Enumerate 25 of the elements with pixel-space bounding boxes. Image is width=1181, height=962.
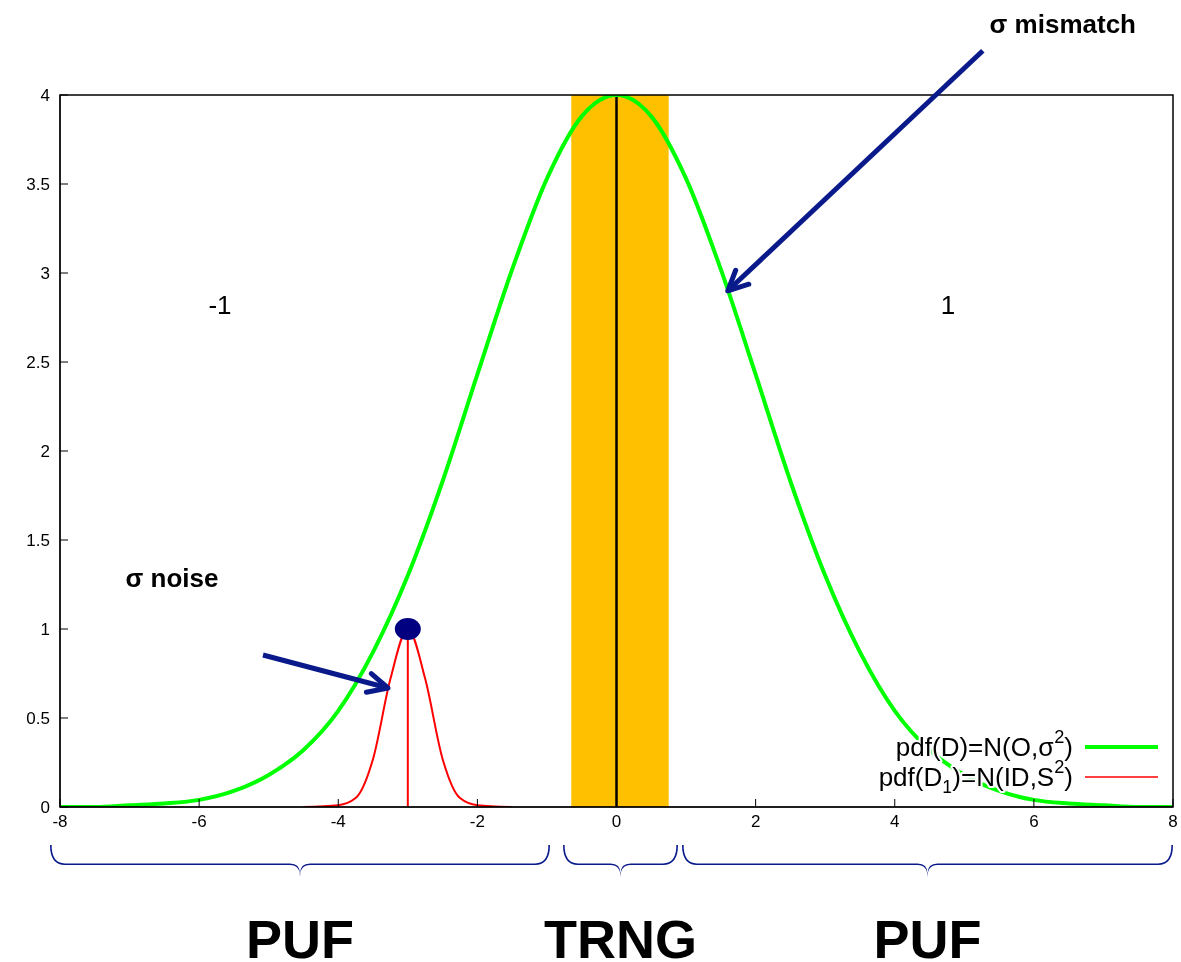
text: PUF (873, 909, 982, 962)
y-tick-label: 0 (40, 798, 50, 818)
y-tick-label: 1.5 (26, 531, 50, 551)
x-tick-label: 8 (1168, 812, 1178, 832)
annotation: σ noise (125, 563, 219, 593)
y-tick-label: 4 (40, 86, 50, 106)
y-tick-label: 1 (40, 620, 50, 640)
x-tick-label: -8 (52, 812, 68, 832)
x-tick-label: 0 (611, 812, 622, 832)
x-tick-label: 2 (750, 812, 761, 832)
x-tick-label: -4 (330, 812, 346, 832)
y-tick-label: 3.5 (26, 175, 50, 195)
x-tick-label: 4 (890, 812, 900, 832)
x-tick-label: -2 (469, 812, 485, 832)
text: PUF (246, 909, 354, 962)
y-tick-label: 2.5 (26, 353, 50, 373)
text: TRNG (544, 909, 697, 962)
x-tick-label: 6 (1029, 812, 1039, 832)
annotation: σ mismatch (989, 8, 1136, 39)
annotation: 1 (940, 290, 956, 320)
x-tick-label: -6 (191, 812, 207, 832)
annotation: -1 (208, 290, 232, 320)
y-tick-label: 0.5 (26, 709, 50, 729)
y-tick-label: 3 (40, 264, 50, 284)
y-tick-label: 2 (40, 442, 50, 462)
